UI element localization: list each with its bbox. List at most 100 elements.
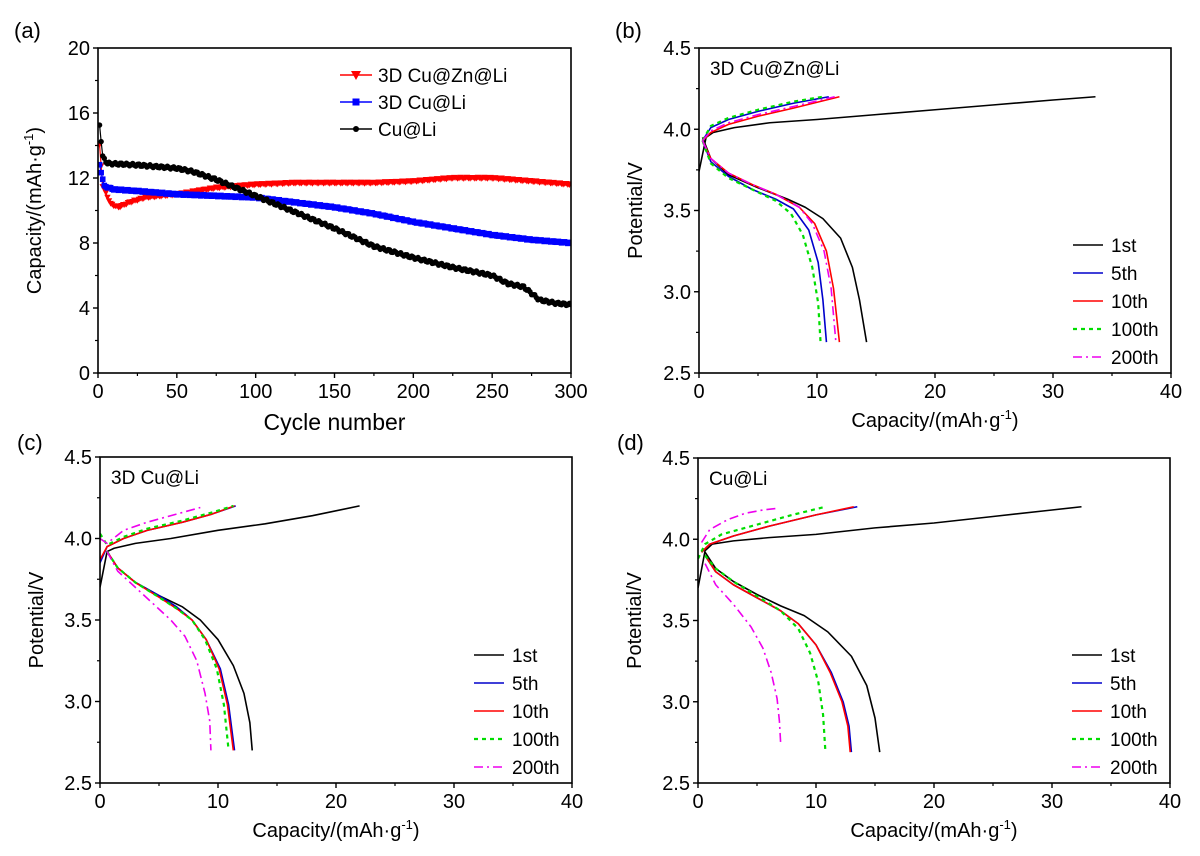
sample-annotation: Cu@Li: [709, 469, 767, 490]
data-point: [99, 176, 106, 183]
data-point: [98, 138, 104, 145]
legend: 1st 5th 10th 100th 200th: [1072, 646, 1158, 779]
x-tick-label: 40: [1159, 791, 1181, 813]
legend-label: 5th: [512, 674, 538, 695]
curve-discharge: [704, 554, 827, 753]
curve-charge: [701, 95, 824, 142]
legend-label: 3D Cu@Li: [378, 93, 466, 114]
legend-item: 100th: [474, 730, 560, 751]
legend-label: 10th: [1111, 292, 1148, 313]
legend-item: Cu@Li: [340, 120, 436, 141]
curve-charge: [100, 505, 236, 564]
legend-marker: [351, 71, 361, 80]
panel-label: (d): [617, 430, 644, 455]
series-200th: [100, 506, 212, 751]
y-axis-title: Potential/V: [625, 161, 647, 258]
legend: 1st 5th 10th 100th 200th: [1073, 236, 1159, 369]
data-point: [101, 155, 108, 161]
legend-label: 200th: [512, 758, 560, 779]
x-tick-label: 250: [475, 381, 508, 403]
legend-item: 100th: [1072, 730, 1158, 751]
panel-d: (d) 0 10 20 30 40 2.5 3.0 3.5 4.0 4.5 Capacity/(mAh…: [617, 430, 1181, 842]
legend-label: 100th: [1110, 730, 1158, 751]
y-tick-label: 3.0: [663, 282, 691, 304]
y-tick-label: 2.5: [663, 363, 691, 385]
y-tick-label: 3.5: [663, 201, 691, 223]
legend-label: 1st: [1110, 646, 1136, 667]
x-tick-label: 20: [923, 791, 945, 813]
y-tick-label: 4.5: [64, 447, 92, 469]
curve-charge: [100, 505, 235, 561]
y-tick-label: 16: [68, 103, 90, 125]
legend-label: 1st: [512, 646, 538, 667]
legend-label: 10th: [1110, 702, 1147, 723]
series-200th: [700, 507, 782, 743]
y-tick-label: 2.5: [662, 773, 690, 795]
curve-discharge: [701, 140, 841, 343]
panel-a: (a) 0 50 100 150 200 250 300 0 4 8 12 16 20 Cycle numb…: [14, 18, 588, 435]
x-tick-label: 10: [207, 791, 229, 813]
curve-discharge: [106, 551, 236, 751]
legend-item: 200th: [474, 758, 560, 779]
curve-discharge: [106, 551, 212, 751]
x-tick-label: 40: [561, 791, 583, 813]
panel-b: (b) 0 10 20 30 40 2.5 3.0 3.5 4.0 4.5 Capacity/(mAh…: [615, 18, 1182, 432]
plot-area: [100, 504, 360, 751]
curve-charge: [701, 95, 840, 142]
data-point: [568, 239, 571, 246]
y-tick-label: 8: [79, 233, 90, 255]
series-200th: [701, 95, 837, 343]
series-3d-cu-zn-li: [98, 142, 571, 211]
y-tick-label: 4.5: [662, 448, 690, 470]
legend-label: 10th: [512, 702, 549, 723]
x-tick-label: 10: [805, 791, 827, 813]
series-100th: [701, 95, 824, 343]
legend-item: 200th: [1072, 758, 1158, 779]
y-tick-label: 4.0: [662, 529, 690, 551]
series-100th: [698, 505, 827, 753]
x-tick-label: 100: [239, 381, 272, 403]
data-point: [104, 194, 111, 201]
legend-item: 10th: [474, 702, 549, 723]
y-tick-label: 3.0: [662, 692, 690, 714]
x-tick-label: 200: [397, 381, 430, 403]
curve-charge: [700, 505, 858, 553]
curve-discharge: [704, 555, 852, 753]
series-10th: [701, 95, 841, 343]
y-tick-label: 4.0: [663, 119, 691, 141]
plot-frame: [99, 456, 573, 784]
curve-charge: [698, 505, 1082, 589]
curve-discharge: [701, 140, 822, 343]
legend-item: 5th: [1072, 674, 1136, 695]
curve-charge: [100, 506, 201, 545]
legend-label: 3D Cu@Zn@Li: [378, 66, 507, 87]
x-tick-label: 20: [325, 791, 347, 813]
series-10th: [700, 505, 854, 753]
y-tick-label: 4.5: [663, 38, 691, 60]
data-point: [98, 161, 103, 168]
curve-discharge: [701, 140, 828, 343]
y-tick-label: 12: [68, 168, 90, 190]
legend-label: 1st: [1111, 236, 1137, 257]
data-point: [98, 122, 103, 128]
x-axis-title: Capacity/(mAh·g-1): [252, 817, 419, 842]
panel-label: (b): [615, 18, 642, 43]
legend-item: 1st: [1072, 646, 1136, 667]
x-tick-label: 10: [806, 381, 828, 403]
curve-charge: [698, 505, 826, 560]
legend-marker: [353, 126, 359, 132]
y-tick-label: 3.5: [662, 611, 690, 633]
panel-label: (c): [17, 430, 43, 455]
sample-annotation: 3D Cu@Li: [111, 468, 199, 489]
curve-discharge: [704, 563, 782, 743]
plot-area: [98, 122, 571, 309]
legend-label: 5th: [1110, 674, 1136, 695]
y-tick-label: 3.5: [64, 610, 92, 632]
x-tick-label: 0: [692, 791, 703, 813]
legend-label: 200th: [1110, 758, 1158, 779]
legend: 1st 5th 10th 100th 200th: [474, 646, 560, 779]
series-1st: [699, 95, 1096, 343]
sample-annotation: 3D Cu@Zn@Li: [710, 59, 839, 80]
plot-area: [698, 505, 1082, 753]
legend-label: 200th: [1111, 348, 1159, 369]
